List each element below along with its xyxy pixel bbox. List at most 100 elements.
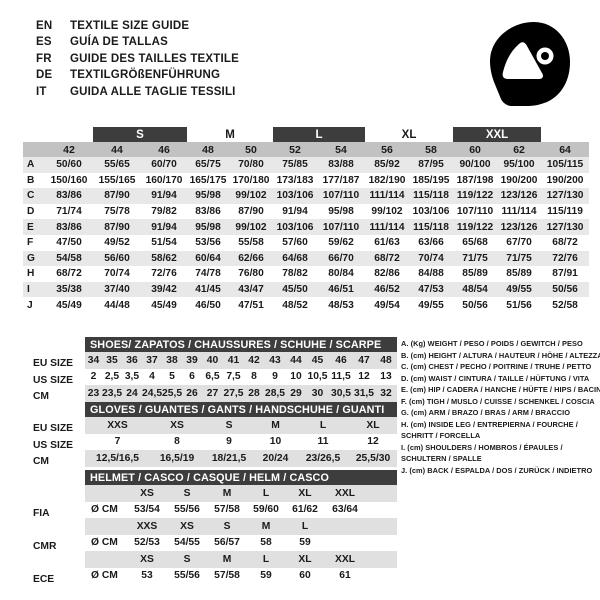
measurement-cell: 59/62 [317,234,366,251]
measurement-cell: 87/90 [229,203,274,220]
helmet-standard-FIA: FIA [33,507,50,519]
shoes-cell: 45 [306,352,329,369]
measurement-cell: 47/50 [45,234,93,251]
helmet-standard-CMR: CMR [33,540,57,552]
helmet-value-row-end [365,501,397,518]
title-row: FR GUIDE DES TAILLES TEXTILE [36,53,416,69]
helmet-size-S: S [167,485,207,502]
helmet-size-L: L [247,551,285,568]
measurement-cell: 105/115 [541,157,590,173]
measurement-cell: 70/74 [93,266,141,282]
measurement-cell: 115/118 [409,219,454,235]
measurement-cell: 60/64 [187,250,230,267]
measurement-cell: 127/130 [541,219,590,235]
measurement-cell: 87/90 [93,219,141,235]
measurement-cell: 45/49 [141,297,188,313]
shoes-cell: 37 [142,352,162,369]
size-band-XXL: XXL [453,127,542,142]
gloves-cell: L [297,417,349,434]
measurement-cell: 48/54 [453,281,498,298]
shoes-cell: 9 [264,368,286,385]
measurement-cell: 46/51 [317,281,366,298]
measurement-cell: 107/110 [317,188,366,204]
gloves-cell: 11 [297,433,349,450]
measurement-cell: 123/126 [497,219,542,235]
helmet-size-XL: XL [285,551,325,568]
shoes-cell: 46 [329,352,353,369]
helmet-value-cell: 63/64 [325,501,365,518]
measurement-row-label-A: A [23,157,45,173]
size-number-row: 42 44 46 48 50 52 54 56 58 60 62 64 [23,142,590,157]
title-text: GUÍA DE TALLAS [70,36,168,49]
table-row: F 47/50 49/52 51/54 53/56 55/58 57/60 59/62 61/6… [23,234,590,251]
helmet-value-row-end [365,534,397,551]
legend-line: B. (cm) HEIGHT / ALTURA / HAUTEUR / HÖHE… [401,350,600,360]
measurement-cell: 76/80 [229,266,274,282]
gloves-cell: 18/21,5 [204,450,254,467]
measurement-cell: 83/86 [187,203,230,220]
measurement-cell: 190/200 [541,172,590,189]
title-block: EN TEXTILE SIZE GUIDE ES GUÍA DE TALLAS FR GU… [36,20,416,102]
helmet-section: HELMET / CASCO / CASQUE / HELM / CASCO X… [85,470,397,584]
measurement-cell: 83/86 [45,188,93,204]
shoes-row-labels: EU SIZE US SIZE CM [33,356,85,406]
measurement-cell: 150/160 [45,172,93,189]
helmet-size-M: M [207,551,247,568]
measurement-cell: 103/106 [409,203,454,220]
measurement-cell: 119/122 [453,188,498,204]
measurement-cell: 95/98 [187,219,230,235]
measurement-cell: 48/52 [273,297,318,313]
gloves-cell: 8 [150,433,204,450]
measurement-cell: 95/98 [187,188,230,204]
measurement-cell: 95/98 [317,203,366,220]
gloves-cell: XS [150,417,204,434]
table-row: 2 2,5 3,5 4 5 6 6,5 7,5 8 9 10 10,5 11,5 12 13 [85,368,397,385]
measurement-cell: 103/106 [273,219,318,235]
shoes-cell: 24 [122,385,142,402]
legend-line: SCHULTERN / SPALLE [401,454,482,464]
helmet-standard-spacer [33,489,85,506]
shoes-section-title: SHOES/ ZAPATOS / CHAUSSURES / SCHUHE / S… [85,337,397,352]
size-header-60: 60 [453,142,498,157]
size-band-L: L [273,127,366,142]
gloves-row-label: US SIZE [33,439,74,451]
shoes-table: 34 35 36 37 38 39 40 41 42 43 44 45 46 47 48 2 2,5 3,5 4 5 6… [85,352,397,402]
helmet-section-title: HELMET / CASCO / CASQUE / HELM / CASCO [85,470,397,485]
shoes-cell: 25,5 [162,385,182,402]
helmet-table: XS S M L XL XXL Ø CM 53/54 55/56 57/58 59/60 61/62 6… [85,485,397,584]
shoes-row-label: EU SIZE [33,358,74,369]
helmet-size-XS: XS [167,518,207,535]
shoes-cell: 10,5 [306,368,329,385]
measurement-cell: 78/82 [273,266,318,282]
helmet-size-empty [325,518,365,535]
measurement-cell: 111/114 [365,188,410,204]
measurement-row-label-F: F [23,234,45,251]
legend-line: A. (Kg) WEIGHT / PESO / POIDS / GEWITCH … [401,339,583,348]
title-text: TEXTILGRÖßENFÜHRUNG [70,69,221,82]
helmet-value-cell [325,534,365,551]
helmet-size-row-spacer [85,551,127,568]
measurement-cell: 68/72 [45,266,93,282]
measurement-cell: 49/54 [365,297,410,313]
measurement-cell: 71/74 [45,203,93,220]
measurement-cell: 170/180 [229,172,274,189]
helmet-size-row-spacer [85,518,127,535]
shoes-cell: 34 [85,352,102,369]
gloves-cell: 20/24 [254,450,297,467]
measurement-cell: 91/94 [141,219,188,235]
title-text: TEXTILE SIZE GUIDE [70,20,190,32]
measurement-cell: 111/114 [497,203,542,220]
helmet-value-cell: 52/53 [127,534,167,551]
helmet-value-row: Ø CM 53/54 55/56 57/58 59/60 61/62 63/64 [85,501,397,518]
title-language-code: IT [36,85,47,98]
measurement-cell: 107/110 [453,203,498,220]
measurement-cell: 115/119 [541,203,590,220]
shoes-cell: 31,5 [353,385,375,402]
shoes-cell: 29 [286,385,306,402]
measurement-cell: 50/56 [541,281,590,298]
measurement-cell: 64/68 [273,250,318,267]
measurement-cell: 46/50 [187,297,230,313]
size-header-58: 58 [409,142,454,157]
measurement-cell: 99/102 [229,219,274,235]
measurement-cell: 87/91 [541,266,590,282]
